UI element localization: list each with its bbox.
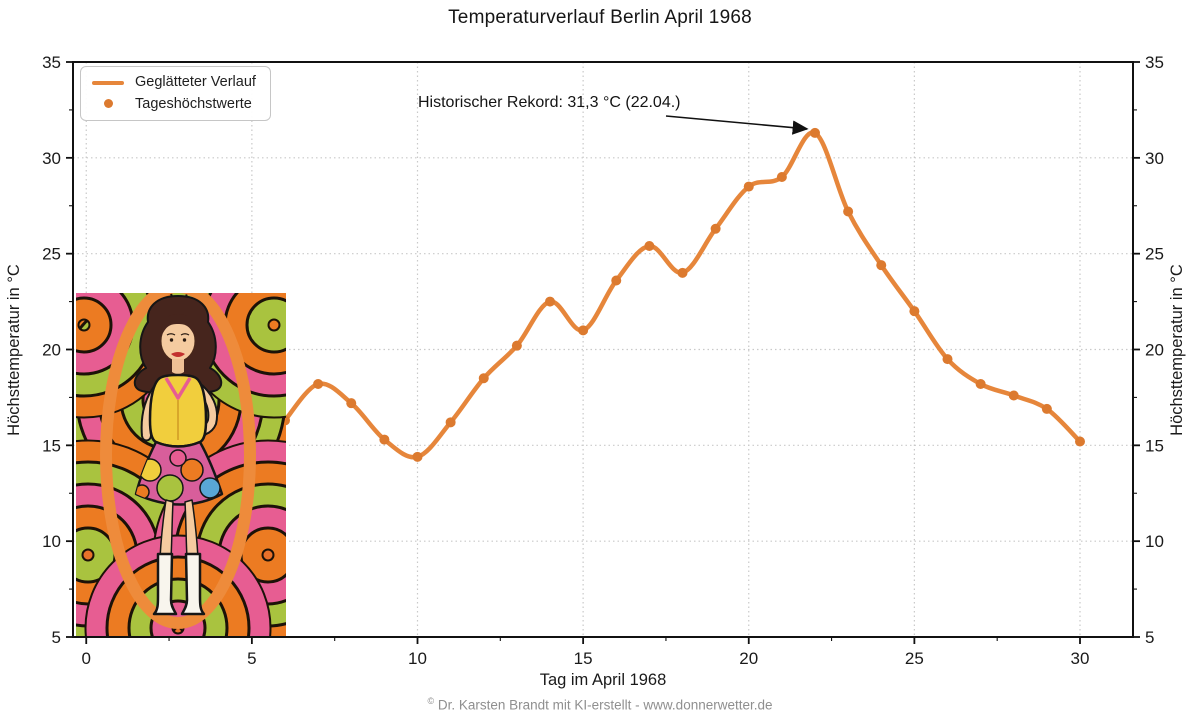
data-point-day-30	[1075, 436, 1085, 447]
swirl-ring	[76, 529, 114, 581]
smoothed-line	[282, 130, 1083, 460]
axis-ticks	[66, 61, 1140, 644]
x-axis-label: Tag im April 1968	[540, 671, 667, 689]
swirl-ring	[76, 293, 132, 373]
data-point-day-9	[379, 434, 390, 445]
bangs	[160, 314, 196, 337]
x-tick-label: 5	[247, 649, 256, 668]
eyebrows	[166, 333, 190, 336]
data-point-day-21	[776, 172, 787, 182]
annotation-arrow	[665, 115, 809, 135]
y-tick-label-right: 15	[1145, 436, 1164, 455]
y-tick-label-right: 35	[1145, 53, 1164, 72]
y-tick-label-left: 30	[42, 149, 61, 168]
swirl-ring	[226, 293, 286, 373]
data-point-day-19	[710, 223, 721, 234]
record-annotation: Historischer Rekord: 31,3 °C (22.04.)	[418, 94, 809, 135]
y-axis-label-right: Höchsttemperatur in °C	[1168, 264, 1186, 436]
y-tick-label-left: 15	[42, 436, 61, 455]
y-tick-label-right: 25	[1145, 245, 1164, 264]
legend-marker-swatch	[92, 96, 124, 113]
data-point-day-22	[810, 127, 820, 138]
data-point-day-25	[909, 306, 920, 317]
swirl-ring	[242, 529, 286, 581]
y-tick-label-right: 30	[1145, 149, 1164, 168]
data-point-day-15	[578, 325, 589, 336]
data-point-day-27	[975, 379, 986, 389]
y-tick-label-left: 35	[42, 53, 61, 72]
swirl-ring	[152, 602, 204, 636]
swirl-ring	[130, 580, 226, 636]
temperature-series	[280, 127, 1085, 462]
credit-text: Dr. Karsten Brandt mit KI-erstellt - www…	[437, 697, 773, 712]
data-point-day-7	[313, 379, 324, 389]
x-tick-label: 25	[905, 649, 924, 668]
legend-label-marker: Tageshöchstwerte	[135, 96, 252, 112]
legend: Geglätteter Verlauf Tageshöchstwerte	[80, 66, 271, 121]
x-tick-label: 20	[739, 649, 758, 668]
credit-line: © Dr. Karsten Brandt mit KI-erstellt - w…	[0, 696, 1200, 713]
y-tick-label-left: 5	[52, 628, 61, 647]
inset-illustration	[76, 293, 286, 636]
neck	[172, 359, 184, 374]
right-boot	[180, 552, 206, 616]
legend-entry-marker: Tageshöchstwerte	[92, 96, 256, 113]
y-tick-label-left: 25	[42, 245, 61, 264]
y-tick-label-right: 10	[1145, 532, 1164, 551]
data-point-day-8	[346, 398, 357, 409]
y-tick-label-left: 20	[42, 341, 61, 360]
swirl-ring	[248, 299, 286, 351]
y-tick-label-left: 10	[42, 532, 61, 551]
woman-figure	[100, 293, 256, 629]
legend-entry-line: Geglätteter Verlauf	[92, 74, 256, 91]
top-trim	[164, 377, 192, 400]
y-axis-label-left: Höchsttemperatur in °C	[5, 264, 23, 436]
right-eye	[182, 338, 187, 342]
y-tick-label-right: 20	[1145, 341, 1164, 360]
annotation-text: Historischer Rekord: 31,3 °C (22.04.)	[418, 94, 681, 111]
swirl-ring	[86, 536, 270, 636]
data-point-day-29	[1041, 403, 1052, 414]
copyright-symbol: ©	[427, 695, 435, 706]
data-point-day-24	[876, 260, 887, 271]
data-point-day-13	[511, 340, 522, 351]
x-tick-label: 0	[82, 649, 91, 668]
swirl-ring	[76, 293, 154, 395]
data-point-day-23	[843, 206, 854, 217]
left-eye	[169, 338, 174, 342]
axis-tick-labels: 0 5 10 15 20 25 30 5 5 10 10 15 15 20 20 25 25 30 30 35 35	[42, 53, 1164, 668]
figure-halo	[100, 293, 256, 629]
legend-label-line: Geglätteter Verlauf	[135, 74, 256, 90]
chart-title: Temperaturverlauf Berlin April 1968	[448, 7, 752, 28]
data-point-day-17	[644, 241, 655, 251]
marker-dot-icon	[103, 99, 113, 108]
y-tick-label-right: 5	[1145, 628, 1154, 647]
data-point-day-10	[412, 451, 423, 462]
x-tick-label: 10	[408, 649, 427, 668]
data-point-day-18	[677, 267, 688, 278]
swirl-ring	[76, 299, 110, 351]
swirl-ring	[204, 293, 286, 395]
data-point-day-12	[478, 373, 489, 384]
x-tick-label: 30	[1071, 649, 1090, 668]
data-point-day-20	[743, 181, 754, 192]
lips	[171, 352, 185, 357]
data-point-day-26	[942, 354, 953, 365]
data-point-day-28	[1008, 390, 1019, 401]
left-boot	[152, 552, 178, 616]
legend-line-swatch	[92, 80, 124, 85]
x-tick-label: 15	[574, 649, 593, 668]
swirl-ring	[108, 558, 248, 636]
data-point-day-14	[545, 296, 555, 307]
data-point-day-11	[445, 417, 456, 428]
data-point-day-16	[611, 275, 622, 286]
